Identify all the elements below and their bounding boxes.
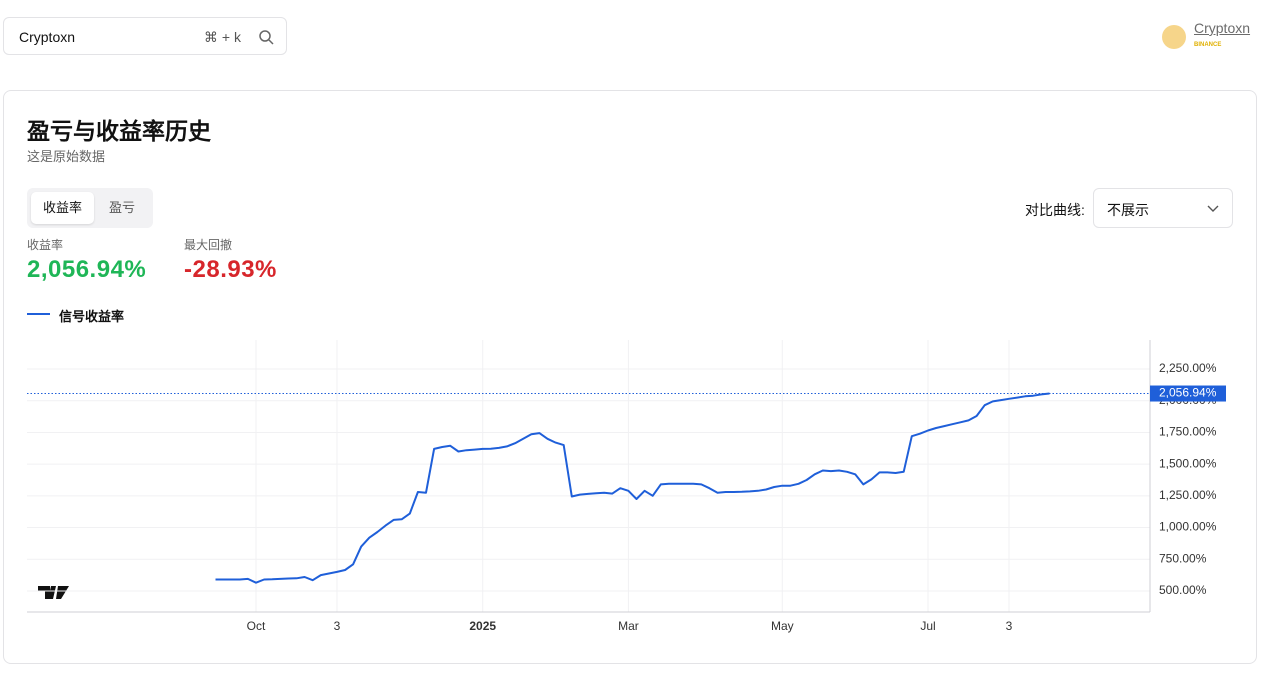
search-box[interactable]: Cryptoxn ⌘ + k (3, 17, 287, 55)
stat-label: 最大回撤 (184, 238, 233, 252)
chevron (1207, 205, 1219, 212)
compare-select[interactable]: 不展示 (1093, 188, 1233, 228)
stat-value: 2,056.94% (27, 256, 147, 283)
select-value: 不展示 (1107, 202, 1149, 218)
search-text: Cryptoxn (19, 29, 76, 45)
user-name[interactable]: Cryptoxn (1194, 20, 1251, 36)
tab[interactable]: 盈亏 (109, 200, 136, 215)
x-tick-label: 3 (1006, 619, 1013, 633)
y-tick-label: 500.00% (1159, 583, 1207, 597)
tabs: 收益率 盈亏 (27, 188, 153, 228)
search-icon (259, 30, 274, 45)
tv-logo (38, 586, 69, 599)
legend-label: 信号收益率 (59, 309, 125, 324)
y-tick-label: 1,500.00% (1159, 456, 1217, 470)
x-tick-label: 3 (334, 619, 341, 633)
line (215, 392, 1050, 584)
y-tick-label: 750.00% (1159, 551, 1207, 565)
shortcut: ⌘ + k (204, 29, 241, 45)
y-tick-label: 1,000.00% (1159, 520, 1217, 534)
x-tick-label: Mar (618, 619, 639, 633)
x-tick-label: Oct (247, 619, 266, 633)
last-value-label: 2,056.94% (1159, 386, 1217, 400)
x-tick-label: 2025 (469, 619, 496, 633)
tab[interactable]: 收益率 (31, 192, 95, 224)
last-value-tag (1150, 385, 1226, 402)
card (3, 90, 1257, 664)
user-badge: BINANCE (1194, 42, 1222, 48)
stat-label: 收益率 (27, 238, 64, 252)
avatar[interactable] (1162, 25, 1186, 49)
y-tick-label: 1,250.00% (1159, 488, 1217, 502)
compare-label: 对比曲线: (1025, 202, 1085, 218)
stat-value: -28.93% (184, 256, 277, 283)
y-tick-label: 1,750.00% (1159, 425, 1217, 439)
card-subtitle: 这是原始数据 (27, 149, 106, 164)
card-title: 盈亏与收益率历史 (27, 118, 211, 144)
x-tick-label: Jul (920, 619, 935, 633)
x-tick-label: May (771, 619, 794, 633)
y-tick-label: 2,250.00% (1159, 361, 1217, 375)
